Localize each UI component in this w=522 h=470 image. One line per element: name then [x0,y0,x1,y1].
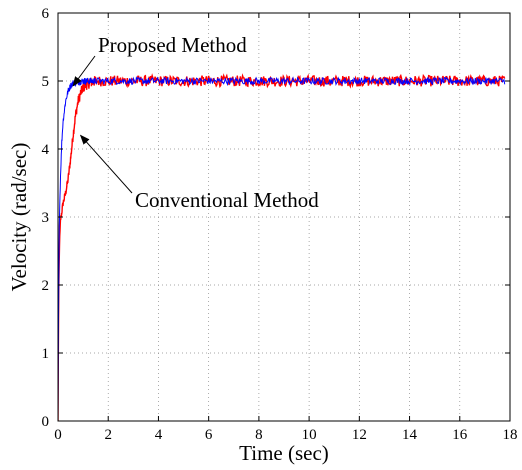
x-tick-label: 12 [352,427,367,443]
series-line-proposed [58,76,506,421]
x-tick-label: 6 [205,427,213,443]
x-tick-label: 8 [255,427,263,443]
y-tick-label: 6 [42,6,50,22]
series-layer [58,73,506,421]
x-axis-label: Time (sec) [239,441,329,465]
x-tick-label: 0 [54,427,62,443]
y-tick-label: 4 [42,142,50,158]
y-tick-label: 0 [42,414,50,430]
x-tick-label: 18 [503,427,518,443]
annotation-arrow [79,134,133,194]
x-tick-label: 14 [402,427,418,443]
annotation-arrow [72,55,96,87]
annotations: Proposed Method Conventional Method [72,33,319,212]
y-tick-label: 2 [42,278,50,294]
y-axis-label: Velocity (rad/sec) [7,143,31,292]
annotation-label: Conventional Method [135,188,319,212]
y-tick-label: 1 [42,346,50,362]
y-tick-label: 3 [42,210,50,226]
y-tick-label: 5 [42,74,50,90]
x-tick-label: 2 [104,427,112,443]
x-tick-label: 10 [302,427,317,443]
annotation-label: Proposed Method [98,33,247,57]
x-tick-label: 4 [155,427,163,443]
x-tick-label: 16 [452,427,468,443]
